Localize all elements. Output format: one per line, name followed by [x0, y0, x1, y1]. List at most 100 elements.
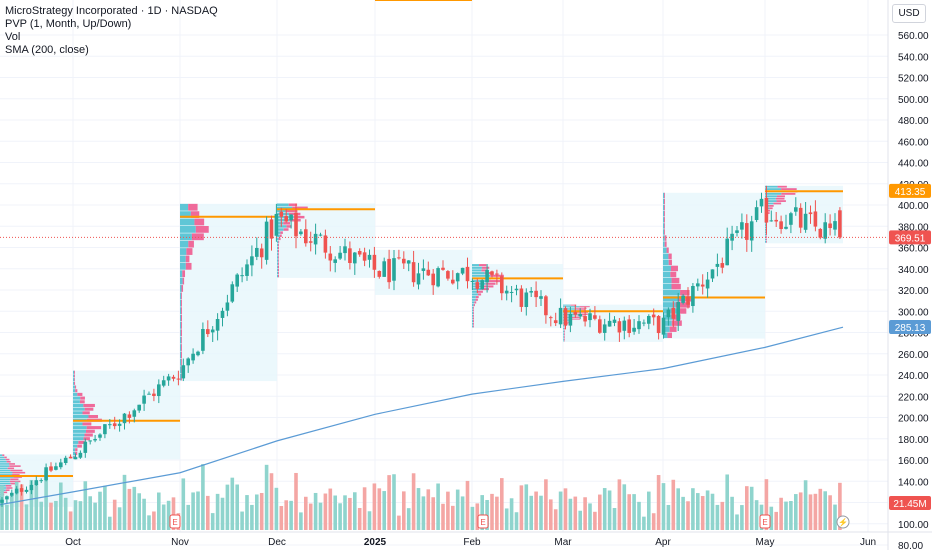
- volume-bar: [607, 490, 612, 530]
- volume-bar: [250, 504, 254, 530]
- volume-bar: [313, 492, 318, 530]
- profile-row-down: [283, 222, 290, 225]
- volume-bar: [730, 496, 734, 530]
- candle-body: [740, 222, 744, 230]
- volume-bar: [372, 483, 377, 530]
- candle-body: [323, 235, 328, 253]
- volume-bar: [539, 495, 543, 530]
- volume-bar: [838, 482, 842, 530]
- profile-row-up: [277, 222, 284, 225]
- profile-row-down: [564, 335, 565, 337]
- volume-bar: [754, 500, 759, 530]
- volume-bar: [387, 475, 391, 530]
- profile-row-up: [73, 440, 79, 444]
- volume-bar: [828, 495, 832, 530]
- profile-row-down: [75, 389, 78, 393]
- candle-body: [147, 393, 151, 395]
- profile-row-down: [473, 306, 474, 309]
- volume-bar: [519, 485, 524, 530]
- candle-body: [598, 319, 602, 333]
- candle-body: [735, 230, 739, 233]
- profile-row-up: [180, 240, 189, 248]
- profile-row-up: [563, 338, 565, 340]
- indicator-pvp[interactable]: PVP (1, Month, Up/Down): [5, 18, 132, 30]
- volume-bar: [676, 488, 680, 530]
- profile-row-up: [563, 327, 565, 329]
- candle-body: [402, 258, 406, 264]
- profile-row-down: [481, 266, 490, 269]
- candle-body: [210, 329, 215, 333]
- volume-bar: [642, 516, 646, 530]
- profile-row-down: [576, 312, 588, 314]
- profile-row-up: [0, 454, 3, 456]
- candles: [0, 185, 888, 507]
- indicator-vol[interactable]: Vol: [5, 31, 21, 43]
- profile-row-up: [73, 396, 81, 400]
- volume-bar: [514, 512, 519, 530]
- chart-legend: MicroStrategy Incorporated · 1D · NASDAQ…: [5, 5, 218, 57]
- currency-button[interactable]: USD: [892, 4, 926, 23]
- profile-row-down: [194, 218, 205, 226]
- indicator-sma[interactable]: SMA (200, close): [5, 44, 89, 56]
- volume-bar: [725, 474, 729, 530]
- candle-body: [328, 253, 333, 261]
- candle-body: [372, 254, 377, 270]
- candle-body: [284, 216, 288, 222]
- profile-row-down: [576, 309, 586, 311]
- candle-body: [108, 424, 112, 426]
- volume-bar: [230, 477, 235, 530]
- price-axis[interactable]: 80.00100.00120.00140.00160.00180.00200.0…: [887, 0, 931, 550]
- profile-row-down: [74, 374, 75, 378]
- volume-bar: [612, 507, 617, 530]
- price-tick-label: 460.00: [898, 137, 929, 148]
- symbol-title[interactable]: MicroStrategy Incorporated · 1D · NASDAQ: [5, 5, 218, 17]
- volume-bar: [171, 497, 176, 530]
- candle-body: [451, 279, 455, 284]
- profile-row-down: [180, 329, 182, 337]
- candle-body: [313, 233, 318, 245]
- volume-bar: [710, 493, 715, 530]
- profile-row-up: [563, 334, 565, 336]
- profile-row-up: [0, 465, 10, 467]
- profile-row-up: [277, 259, 279, 262]
- volume-bar: [108, 516, 112, 530]
- volume-bar: [377, 488, 382, 530]
- profile-row-down: [280, 231, 283, 234]
- profile-row-down: [190, 211, 200, 219]
- last-price-tag-text: 369.51: [895, 233, 926, 244]
- profile-row-up: [277, 265, 278, 268]
- volume-bar: [245, 495, 249, 530]
- profile-row-down: [473, 309, 474, 312]
- candle-body: [367, 254, 372, 260]
- profile-row-down: [781, 188, 797, 190]
- profile-row-up: [765, 221, 766, 224]
- volume-bar: [63, 497, 68, 530]
- volume-bar: [475, 503, 480, 530]
- profile-row-down: [664, 229, 665, 235]
- profile-row-down: [776, 195, 785, 198]
- profile-row-down: [78, 440, 85, 444]
- profile-row-down: [286, 209, 298, 213]
- candle-body: [78, 452, 83, 458]
- profile-row-up: [0, 458, 6, 461]
- volume-bar: [166, 500, 171, 530]
- profile-row-up: [73, 392, 78, 396]
- profile-row-down: [10, 478, 19, 481]
- profile-row-down: [293, 215, 305, 219]
- volume-bar: [406, 508, 411, 530]
- price-tick-label: 500.00: [898, 95, 929, 106]
- candle-body: [833, 221, 837, 230]
- profile-row-up: [563, 304, 571, 306]
- volume-tag: 21.45M: [889, 496, 931, 510]
- profile-row-down: [669, 326, 677, 332]
- candle-body: [406, 260, 411, 264]
- profile-row-down: [182, 277, 185, 285]
- volume-bar: [5, 504, 9, 530]
- profile-row-up: [0, 469, 11, 472]
- profile-row-down: [664, 198, 665, 205]
- volume-bar: [740, 505, 744, 530]
- profile-row-down: [278, 246, 279, 250]
- time-axis[interactable]: Oct Nov Dec 2025 Feb Mar Apr May Jun: [0, 531, 932, 548]
- volume-bar: [568, 498, 573, 530]
